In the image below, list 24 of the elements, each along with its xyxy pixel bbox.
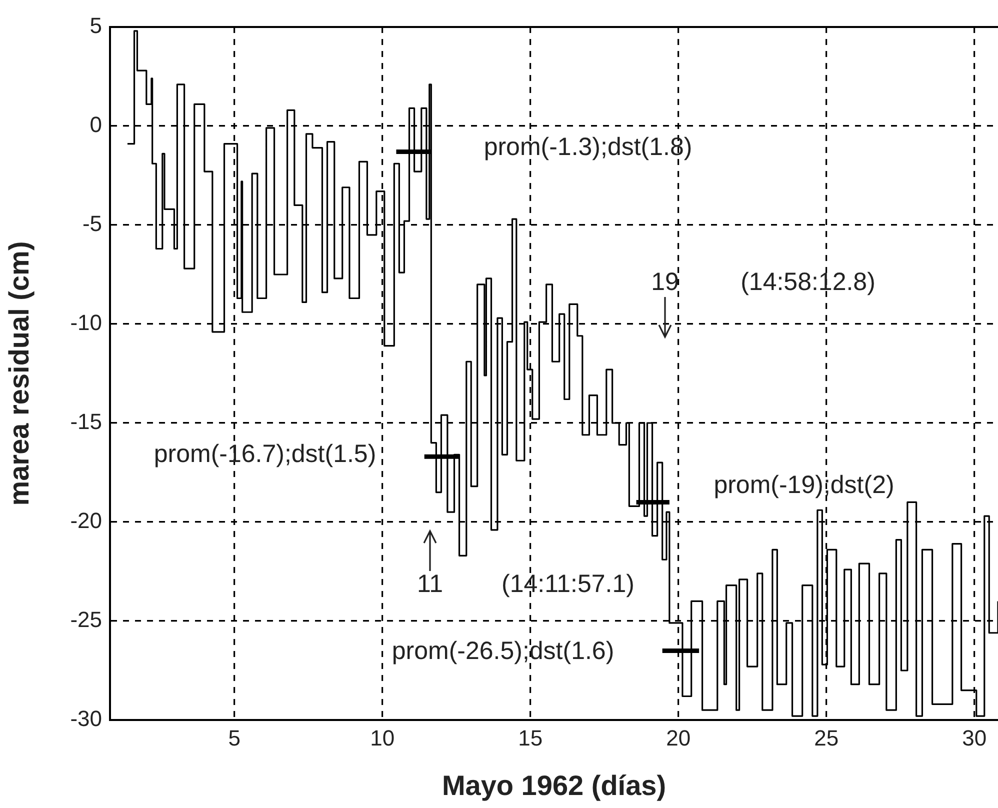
annotation: prom(-16.7);dst(1.5): [154, 440, 376, 468]
y-tick-label: -15: [70, 409, 102, 434]
y-tick-label: 5: [90, 13, 102, 38]
annotation: 11: [417, 570, 443, 598]
annotation: prom(-1.3);dst(1.8): [484, 132, 692, 161]
annotation: 19: [651, 268, 679, 296]
annotation: prom(-19);dst(2): [714, 470, 894, 499]
annotation: prom(-26.5);dst(1.6): [392, 636, 614, 665]
y-tick-label: -25: [70, 607, 102, 632]
y-tick-label: 0: [90, 112, 102, 138]
x-axis-title: Mayo 1962 (días): [442, 770, 666, 801]
y-tick-label: -10: [70, 310, 102, 336]
x-tick-label: 5: [228, 725, 240, 750]
x-tick-label: 15: [518, 725, 543, 750]
x-tick-label: 20: [666, 725, 691, 750]
y-tick-label: -5: [82, 211, 102, 236]
y-tick-label: -30: [70, 706, 102, 732]
y-tick-label: -20: [70, 508, 102, 534]
x-tick-label: 30: [962, 725, 987, 750]
annotation: (14:11:57.1): [502, 570, 634, 598]
x-tick-label: 25: [814, 725, 839, 750]
y-axis-title: marea residual (cm): [4, 241, 35, 506]
x-tick-label: 10: [370, 725, 395, 750]
annotation: (14:58:12.8): [740, 268, 876, 296]
